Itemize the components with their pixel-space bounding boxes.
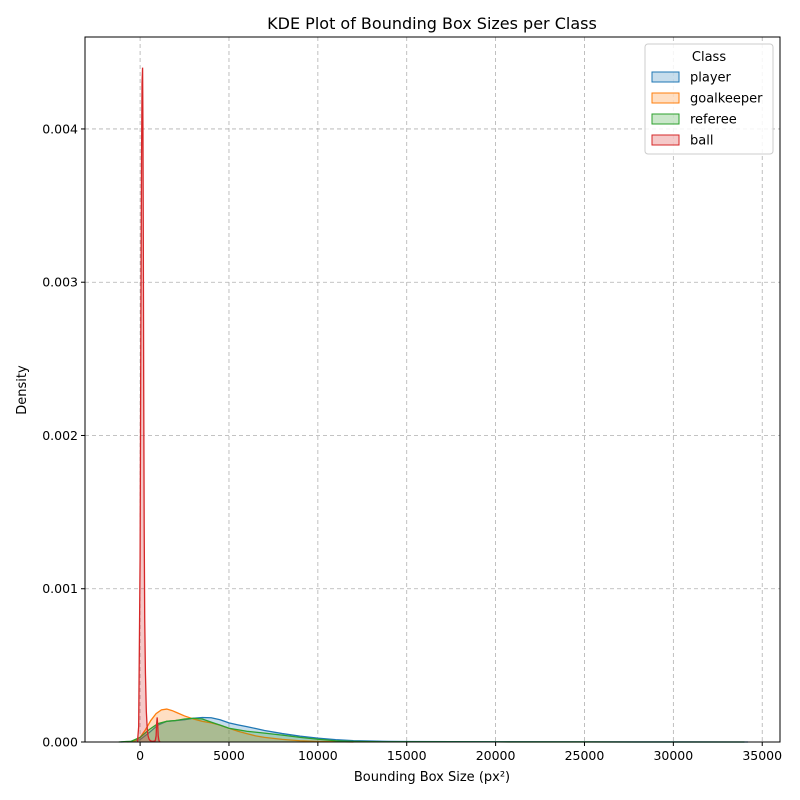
y-axis: 0.000 0.001 0.002 0.003 0.004 xyxy=(42,121,85,750)
y-tick-label: 0.001 xyxy=(42,581,78,596)
plot-frame xyxy=(84,36,781,743)
legend-title: Class xyxy=(692,50,726,65)
legend-swatch-referee xyxy=(651,113,680,125)
x-tick-label: 35000 xyxy=(742,748,782,763)
legend-swatch-ball xyxy=(651,134,680,146)
x-tick-label: 10000 xyxy=(298,748,338,763)
kde-area-referee xyxy=(118,718,745,742)
x-tick-label: 25000 xyxy=(565,748,605,763)
legend-swatch-player xyxy=(651,71,680,83)
chart-title: KDE Plot of Bounding Box Sizes per Class xyxy=(267,14,597,33)
x-tick-label: 15000 xyxy=(387,748,427,763)
x-axis-title: Bounding Box Size (px²) xyxy=(354,770,510,785)
y-tick-label: 0.004 xyxy=(42,121,78,136)
kde-area-goalkeeper xyxy=(127,709,354,742)
legend-swatch-goalkeeper xyxy=(651,92,680,104)
kde-area-player xyxy=(120,717,749,742)
x-axis: 0 5000 10000 15000 20000 25000 30000 35000 xyxy=(136,742,782,763)
x-tick-label: 0 xyxy=(136,748,144,763)
legend-items: player goalkeeper referee ball xyxy=(651,71,763,149)
legend-label-referee: referee xyxy=(690,113,737,128)
x-tick-label: 30000 xyxy=(653,748,693,763)
legend-label-player: player xyxy=(690,71,732,86)
kde-line-ball xyxy=(136,67,161,743)
x-tick-label: 20000 xyxy=(476,748,516,763)
legend-label-ball: ball xyxy=(690,134,713,149)
y-tick-label: 0.003 xyxy=(42,275,78,290)
y-tick-label: 0.002 xyxy=(42,428,78,443)
series-layer xyxy=(118,67,749,743)
x-tick-label: 5000 xyxy=(213,748,245,763)
y-tick-label: 0.000 xyxy=(42,735,78,750)
y-axis-title: Density xyxy=(15,365,30,415)
legend-label-goalkeeper: goalkeeper xyxy=(690,92,763,107)
kde-line-goalkeeper xyxy=(127,708,354,743)
legend: Class player goalkeeper referee ball xyxy=(644,43,774,155)
